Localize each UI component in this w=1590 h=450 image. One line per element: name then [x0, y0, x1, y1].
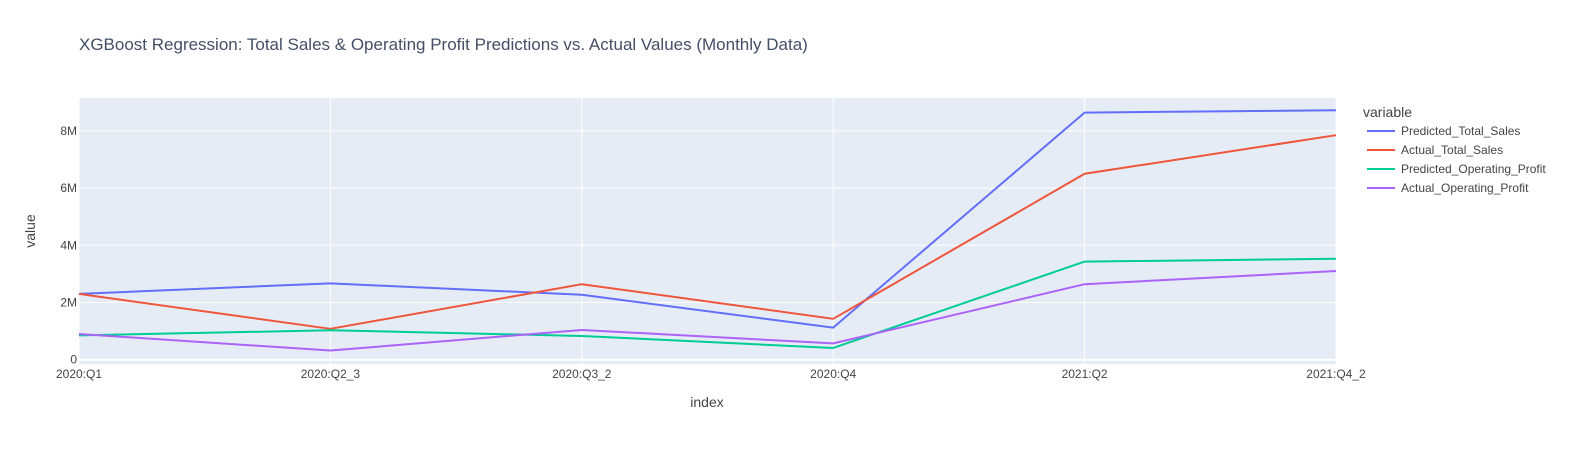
legend-item[interactable]: Predicted_Total_Sales: [1367, 124, 1520, 138]
x-tick-label: 2020:Q1: [56, 367, 102, 381]
y-tick-label: 2M: [60, 296, 77, 310]
series-line-actual-operating-profit: [78, 270, 1337, 352]
plot-area: [79, 98, 1336, 364]
chart-title: XGBoost Regression: Total Sales & Operat…: [79, 35, 808, 54]
series-line-actual-total-sales: [78, 134, 1337, 330]
legend-label: Predicted_Total_Sales: [1401, 124, 1520, 138]
y-tick-label: 8M: [60, 124, 77, 138]
gridlines: [78, 98, 1337, 364]
y-axis-ticks: 0 2M 4M 6M 8M: [60, 124, 77, 367]
legend-item[interactable]: Actual_Operating_Profit: [1367, 181, 1529, 195]
y-tick-label: 0: [70, 353, 77, 367]
legend-item[interactable]: Predicted_Operating_Profit: [1367, 162, 1546, 176]
legend-label: Actual_Total_Sales: [1401, 143, 1503, 157]
legend-title: variable: [1363, 104, 1412, 120]
x-tick-label: 2021:Q2: [1062, 367, 1108, 381]
series-line-predicted-total-sales: [78, 109, 1337, 329]
legend-label: Actual_Operating_Profit: [1401, 181, 1529, 195]
y-tick-label: 4M: [60, 238, 77, 252]
x-axis-title: index: [690, 394, 723, 410]
legend-item[interactable]: Actual_Total_Sales: [1367, 143, 1503, 157]
legend-label: Predicted_Operating_Profit: [1401, 162, 1546, 176]
legend[interactable]: variable Predicted_Total_Sales Actual_Tot…: [1363, 104, 1546, 195]
y-tick-label: 6M: [60, 181, 77, 195]
series-lines: [78, 109, 1337, 352]
y-axis-title: value: [22, 214, 38, 248]
x-tick-label: 2020:Q4: [810, 367, 856, 381]
x-axis-ticks: 2020:Q1 2020:Q2_3 2020:Q3_2 2020:Q4 2021:Q2 2…: [56, 367, 1366, 381]
x-tick-label: 2020:Q2_3: [301, 367, 361, 381]
x-tick-label: 2020:Q3_2: [552, 367, 612, 381]
series-line-predicted-operating-profit: [78, 257, 1337, 349]
x-tick-label: 2021:Q4_2: [1306, 367, 1366, 381]
